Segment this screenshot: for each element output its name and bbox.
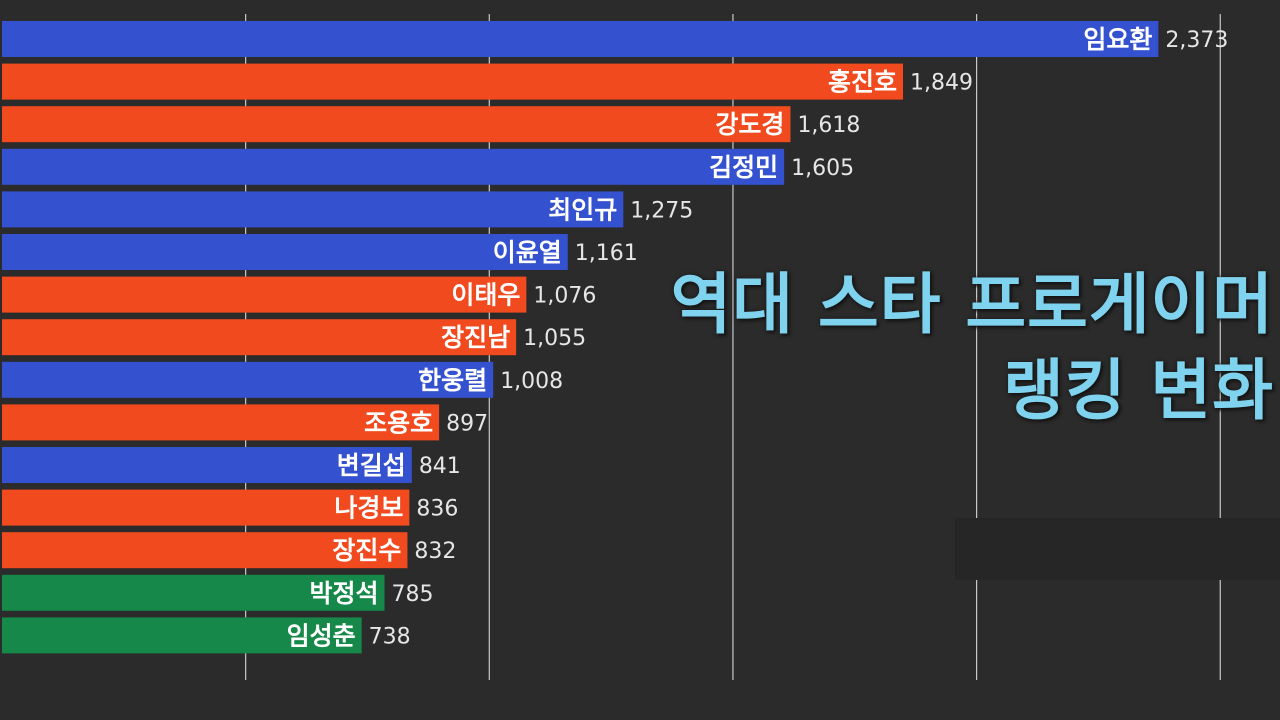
bar-value-13: 832 (414, 539, 456, 564)
bar-label-9: 한웅렬 (418, 366, 487, 395)
bar-15 (2, 617, 362, 654)
bar-13 (2, 532, 408, 569)
bar-12 (2, 489, 410, 526)
bar-value-14: 785 (392, 582, 434, 607)
bar-value-5: 1,275 (630, 198, 693, 223)
bar-value-15: 738 (369, 624, 411, 649)
bar-1 (2, 21, 1159, 57)
bar-6 (2, 234, 568, 270)
bar-label-2: 홍진호 (828, 68, 897, 97)
bar-labels: 임요환홍진호강도경김정민최인규이윤열이태우장진남한웅렬조용호변길섭나경보장진수박… (287, 25, 1153, 650)
bar-10 (2, 404, 440, 441)
bar-label-6: 이윤열 (493, 238, 562, 267)
bar-value-8: 1,055 (523, 326, 586, 351)
bar-label-4: 김정민 (709, 153, 778, 182)
bar-value-7: 1,076 (533, 284, 596, 309)
bars (2, 21, 1159, 654)
bar-value-6: 1,161 (575, 241, 638, 266)
bar-value-12: 836 (416, 497, 458, 522)
bar-label-13: 장진수 (332, 536, 401, 565)
bar-4 (2, 148, 785, 185)
bar-values: 2,373 1,849 1,618 1,605 1,275 1,161 1,076 1,055… (369, 28, 1229, 649)
bar-label-5: 최인규 (548, 195, 617, 224)
bar-14 (2, 574, 385, 611)
bar-label-7: 이태우 (451, 281, 520, 310)
bar-label-8: 장진남 (441, 323, 510, 352)
bar-value-4: 1,605 (791, 156, 854, 181)
title-line-2: 랭킹 변화 (1003, 352, 1274, 429)
bar-label-15: 임성춘 (287, 621, 356, 650)
title-line-1: 역대 스타 프로게이머 (670, 266, 1274, 343)
bar-label-1: 임요환 (1083, 25, 1152, 54)
bar-9 (2, 361, 494, 398)
chart-title: 역대 스타 프로게이머 랭킹 변화 (671, 262, 1274, 434)
bar-label-12: 나경보 (334, 494, 403, 523)
bar-label-14: 박정석 (310, 579, 379, 608)
bar-label-3: 강도경 (715, 110, 784, 139)
bar-3 (2, 106, 791, 143)
bar-7 (2, 276, 527, 313)
bar-11 (2, 447, 412, 483)
overlay-panel (955, 518, 1280, 580)
bar-value-10: 897 (446, 411, 488, 436)
bar-value-11: 841 (419, 454, 461, 479)
bar-label-10: 조용호 (364, 408, 433, 437)
bar-value-1: 2,373 (1165, 28, 1228, 53)
bar-value-2: 1,849 (910, 71, 973, 96)
bar-5 (2, 191, 624, 228)
bar-2 (2, 63, 904, 100)
bar-label-11: 변길섭 (337, 451, 406, 480)
bar-8 (2, 319, 517, 356)
bar-value-3: 1,618 (797, 113, 860, 138)
bar-value-9: 1,008 (500, 369, 563, 394)
